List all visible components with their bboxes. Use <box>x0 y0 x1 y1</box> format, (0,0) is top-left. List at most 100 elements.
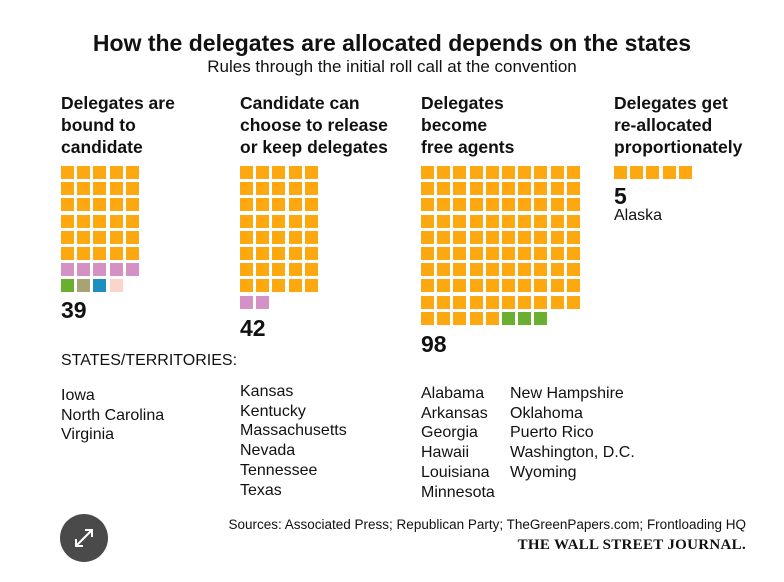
delegate-square-orange <box>437 214 451 228</box>
delegate-square-orange <box>125 198 139 212</box>
delegate-square-orange <box>534 247 548 260</box>
delegate-square-orange <box>469 198 483 212</box>
delegate-square-orange <box>566 263 580 277</box>
delegate-square-orange <box>469 182 483 196</box>
delegate-square-green <box>502 311 515 325</box>
delegate-square-orange <box>288 214 302 228</box>
delegate-square-orange <box>125 214 139 228</box>
delegate-square-orange <box>502 166 515 179</box>
delegate-square-orange <box>437 247 451 260</box>
delegate-square-orange <box>256 182 270 196</box>
delegate-square-orange <box>288 230 302 244</box>
delegate-square-orange <box>421 279 434 293</box>
delegate-square-orange <box>518 198 532 212</box>
state-name: New Hampshire <box>510 385 624 402</box>
total-reallocated: 5 <box>614 183 627 209</box>
delegate-square-orange <box>550 295 564 309</box>
state-name: Kansas <box>240 383 294 400</box>
delegate-square-orange <box>240 166 253 179</box>
state-list-release-or-keep: Kansas Kentucky Massachusetts Nevada Tenness… <box>240 382 347 500</box>
delegate-square-orange <box>453 182 467 196</box>
delegate-square-orange <box>518 295 532 309</box>
state-list-free-agents-second: New Hampshire Oklahoma Puerto Rico Washingt… <box>510 384 635 483</box>
delegate-square-pink <box>240 295 253 309</box>
delegate-square-orange <box>437 182 451 196</box>
delegate-square-orange <box>469 230 483 244</box>
delegate-square-orange <box>109 247 123 260</box>
delegate-square-orange <box>256 214 270 228</box>
delegate-square-orange <box>485 182 499 196</box>
chart-title: How the delegates are allocated depends … <box>92 30 692 56</box>
state-name: Virginia <box>61 426 115 444</box>
expand-arrows-icon <box>75 529 93 547</box>
delegate-square-orange <box>304 198 318 212</box>
delegate-square-orange <box>550 182 564 196</box>
state-list-reallocated: Alaska <box>614 206 662 226</box>
delegate-square-orange <box>630 166 644 179</box>
delegate-square-pink <box>256 295 270 309</box>
delegate-square-orange <box>304 214 318 228</box>
delegate-square-orange <box>272 214 286 228</box>
state-name: Oklahoma <box>510 404 583 422</box>
delegate-square-orange <box>421 230 434 244</box>
delegate-square-orange <box>421 198 434 212</box>
delegate-square-orange <box>453 230 467 244</box>
delegate-square-orange <box>550 230 564 244</box>
delegate-square-orange <box>77 198 91 212</box>
delegate-square-orange <box>272 230 286 244</box>
delegate-square-orange <box>421 214 434 228</box>
delegate-square-orange <box>566 198 580 212</box>
delegate-square-orange <box>421 295 434 309</box>
sources-note: Sources: Associated Press; Republican Pa… <box>228 517 746 532</box>
delegate-square-orange <box>272 263 286 277</box>
delegate-square-orange <box>256 279 270 293</box>
delegate-square-pink <box>77 263 91 277</box>
delegate-square-orange <box>518 247 532 260</box>
delegate-square-orange <box>256 198 270 212</box>
state-name: Texas <box>240 481 282 499</box>
delegate-square-orange <box>93 198 107 212</box>
delegate-square-orange <box>453 279 467 293</box>
state-name: Massachusetts <box>240 422 347 440</box>
delegate-square-orange <box>61 230 74 244</box>
state-name: Washington, D.C. <box>510 444 635 462</box>
column-heading-reallocated: Delegates get re-allocated proportionate… <box>614 93 743 157</box>
delegate-square-orange <box>550 214 564 228</box>
expand-button[interactable] <box>60 514 108 562</box>
delegate-square-green <box>534 311 548 325</box>
delegate-square-orange <box>304 247 318 260</box>
delegate-square-orange <box>256 230 270 244</box>
state-name: Puerto Rico <box>510 424 594 442</box>
delegate-square-orange <box>534 279 548 293</box>
state-name: Wyoming <box>510 463 577 481</box>
delegate-square-orange <box>566 230 580 244</box>
delegate-square-orange <box>125 247 139 260</box>
delegate-square-orange <box>288 263 302 277</box>
delegate-square-green <box>518 311 532 325</box>
delegate-square-orange <box>550 263 564 277</box>
delegate-square-orange <box>502 198 515 212</box>
delegate-square-orange <box>77 214 91 228</box>
delegate-square-orange <box>453 214 467 228</box>
delegate-square-orange <box>534 166 548 179</box>
delegate-square-orange <box>421 166 434 179</box>
delegate-square-orange <box>566 279 580 293</box>
delegate-square-orange <box>93 247 107 260</box>
delegate-square-orange <box>61 182 74 196</box>
state-name: Iowa <box>61 387 95 404</box>
delegate-square-orange <box>125 230 139 244</box>
delegate-square-orange <box>437 263 451 277</box>
delegate-square-orange <box>566 182 580 196</box>
delegate-square-orange <box>502 295 515 309</box>
delegate-square-orange <box>550 247 564 260</box>
delegate-square-orange <box>550 279 564 293</box>
delegate-square-orange <box>469 166 483 179</box>
delegate-square-orange <box>272 279 286 293</box>
delegate-square-orange <box>550 198 564 212</box>
state-name: Louisiana <box>421 463 490 481</box>
delegate-square-orange <box>288 247 302 260</box>
delegate-square-orange <box>93 166 107 179</box>
delegate-square-orange <box>437 279 451 293</box>
delegate-square-orange <box>304 182 318 196</box>
state-name: Arkansas <box>421 404 488 422</box>
